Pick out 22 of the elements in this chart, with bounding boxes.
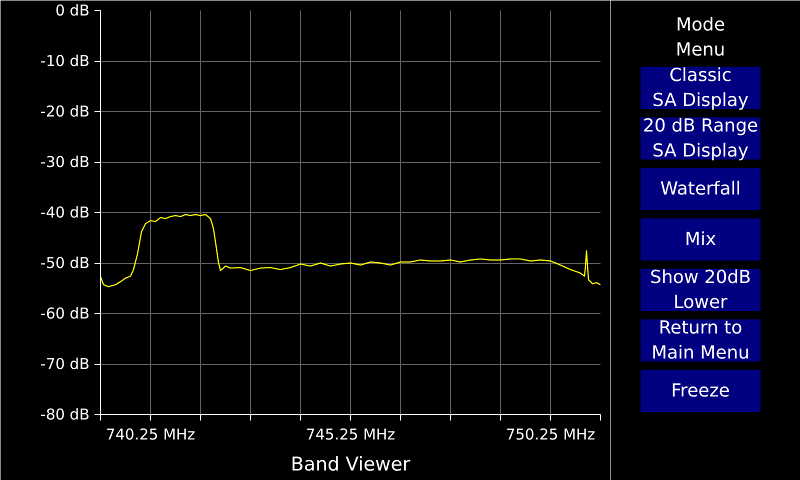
text: Mode Menu [676,14,726,61]
text: Show 20dB Lower [650,266,751,314]
text: Classic SA Display [652,64,749,112]
y-tick-label: -60 dB [40,304,90,322]
x-tick-label: 740.25 MHz [106,426,196,444]
text: Band Viewer [290,454,410,476]
y-tick-label: -80 dB [40,406,90,424]
x-tick-label: 745.25 MHz [306,426,396,444]
x-tick-label: 750.25 MHz [506,426,596,444]
text: Return to Main Menu [651,317,750,364]
y-tick-label: -40 dB [40,204,90,222]
y-tick-label: 0 dB [55,2,90,20]
y-tick-label: -10 dB [40,52,90,70]
y-tick-label: -70 dB [40,355,90,373]
text: Waterfall [660,178,741,200]
text: Freeze [671,380,730,402]
y-tick-label: -50 dB [40,254,90,272]
y-tick-label: -20 dB [40,102,90,120]
y-tick-label: -30 dB [40,153,90,171]
text: Mix [684,228,716,250]
line-series [100,214,600,288]
text: 20 dB Range SA Display [642,115,758,162]
